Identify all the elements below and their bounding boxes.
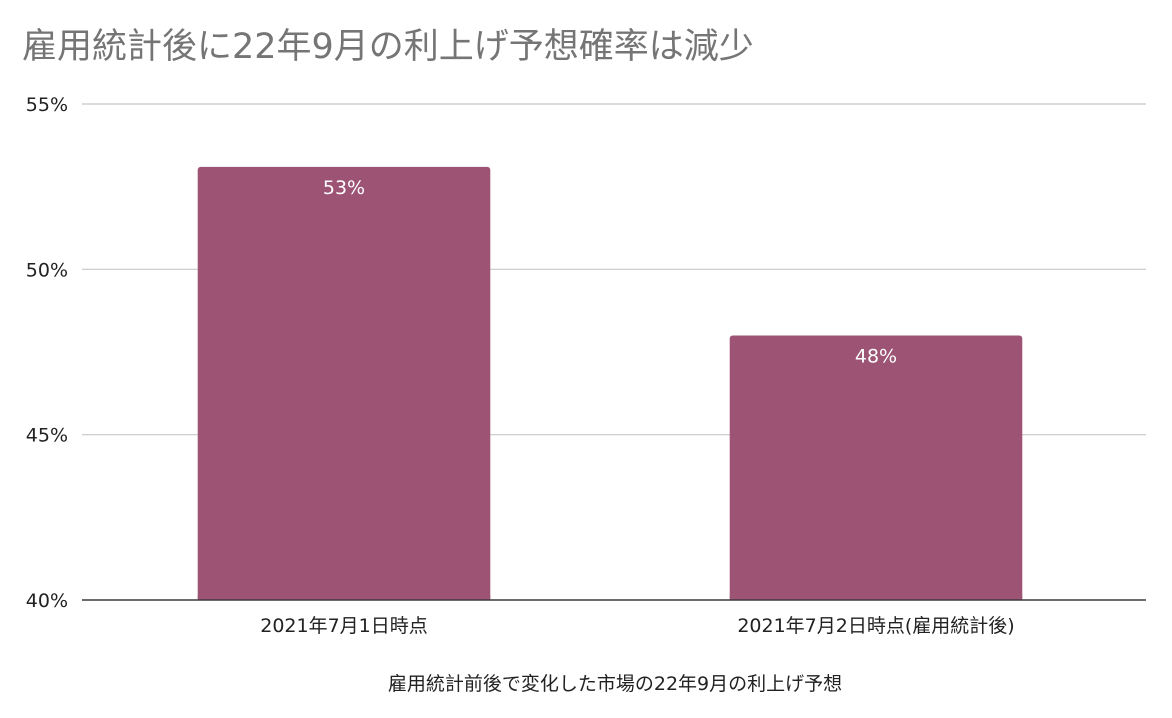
bar [197,166,491,600]
bar-base [197,596,491,600]
y-tick-label: 50% [26,259,68,281]
bar [729,335,1023,600]
chart-title: 雇用統計後に22年9月の利上げ予想確率は減少 [22,27,754,67]
x-axis-category-labels: 2021年7月1日時点 2021年7月2日時点(雇用統計後) [260,615,1014,637]
y-tick-label: 40% [26,590,68,612]
y-tick-label: 55% [26,94,68,116]
x-category-label: 2021年7月1日時点 [260,615,428,637]
data-label: 48% [855,345,897,367]
bar-base [729,596,1023,600]
y-tick-label: 45% [26,425,68,447]
bars: 53% 48% [82,166,1146,601]
x-category-label: 2021年7月2日時点(雇用統計後) [737,615,1014,637]
y-axis-tick-labels: 40% 45% 50% 55% [26,94,68,612]
data-label: 53% [323,177,365,199]
x-axis-title: 雇用統計前後で変化した市場の22年9月の利上げ予想 [388,673,842,695]
